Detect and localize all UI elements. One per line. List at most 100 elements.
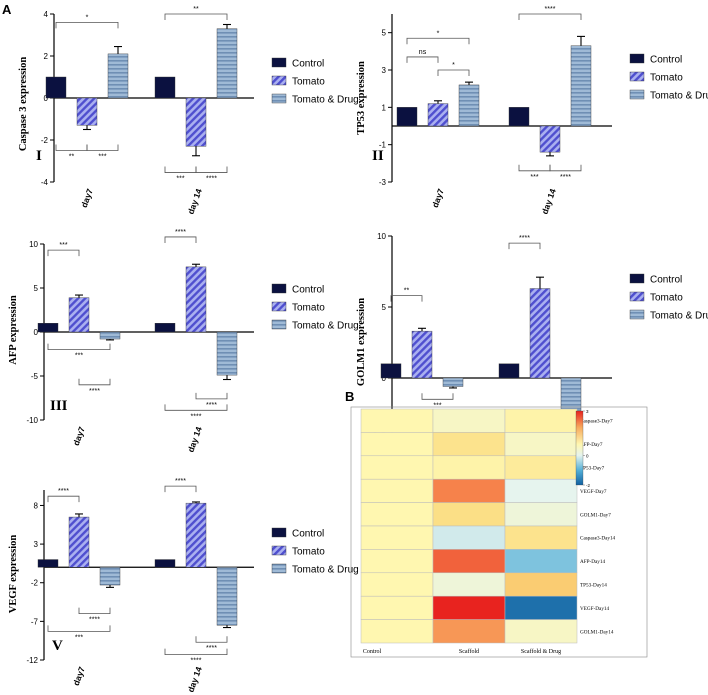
significance-label: *** [433,402,441,409]
significance-bracket [55,22,119,29]
heatmap-cell-GOLM1-Day7-0 [360,502,434,527]
category-label: day 14 [185,665,204,694]
y-axis-label: GOLM1 expression [356,298,367,386]
legend-label-control: Control [292,59,324,70]
significance-label: ** [69,154,75,161]
significance-bracket [406,56,439,63]
heatmap-cell-VEGF-Day7-1 [432,478,506,503]
y-tick-label: -3 [379,178,387,187]
legend-swatch-control [629,273,645,284]
bar-tomato-day14 [529,288,551,379]
legend-swatch-control [271,283,287,294]
y-tick-label: 5 [382,303,387,312]
bar-tomato-day7 [427,103,449,127]
significance-label: **** [545,6,556,13]
significance-label: *** [75,634,83,641]
bar-tomato-drug-day7 [99,567,121,586]
bar-tomato-drug-day7 [458,84,480,127]
heatmap-row-label: AFP-Day14 [580,559,605,565]
heatmap-row-label: AFP-Day7 [580,442,603,448]
significance-label: *** [59,242,67,249]
heatmap-column-label: Scaffold & Drug [521,648,561,655]
legend: Control Tomato Tomato & Drug [629,53,708,102]
y-tick-label: 2 [44,52,49,61]
y-tick-label: -1 [379,141,387,150]
heatmap-row-label: GOLM1-Day7 [580,512,611,518]
legend-swatch-tomato [271,545,287,556]
bar-control-day7 [37,559,59,568]
heatmap-cell-AFP-Day7-2 [504,432,578,457]
significance-bracket [47,343,111,350]
heatmap-cell-GOLM1-Day14-2 [504,619,578,644]
panel-numeral: II [372,148,384,164]
significance-label: ** [193,6,199,13]
significance-bracket [55,144,88,151]
heatmap-cell-GOLM1-Day7-2 [504,502,578,527]
legend-swatch-tomato [629,291,645,302]
y-tick-label: 0 [382,374,387,383]
significance-label: *** [98,154,106,161]
heatmap-cell-TP53-Day7-1 [432,455,506,480]
legend-swatch-tomato [629,71,645,82]
significance-bracket [164,166,197,173]
significance-label: **** [89,388,100,395]
legend-label-tomato-drug: Tomato & Drug [650,311,708,322]
significance-label: ** [404,288,410,295]
heatmap-cell-AFP-Day14-2 [504,549,578,574]
legend-label-tomato-drug: Tomato & Drug [650,91,708,102]
heatmap-cell-VEGF-Day14-1 [432,595,506,620]
heatmap-cell-VEGF-Day7-2 [504,478,578,503]
significance-bracket [508,242,541,250]
legend-swatch-control [271,57,287,68]
significance-label: **** [58,488,69,495]
heatmap-row-label: TP53-Day7 [580,466,605,472]
y-axis-label: TP53 expression [356,61,367,135]
y-tick-label: 5 [382,29,387,38]
heatmap-cell-VEGF-Day14-0 [360,595,434,620]
bar-tomato-drug-day14 [216,28,238,99]
heatmap-cell-TP53-Day7-0 [360,455,434,480]
bar-tomato-day14 [539,125,561,153]
legend-label-tomato-drug: Tomato & Drug [292,95,359,106]
y-tick-label: 4 [44,10,49,19]
colorbar-tick-label: 0 [586,453,589,458]
bar-control-day14 [154,559,176,568]
significance-bracket [86,144,119,151]
heatmap-row-label: Caspase3-Day14 [580,536,616,542]
heatmap-cell-VEGF-Day7-0 [360,478,434,503]
bar-tomato-drug-day14 [570,45,592,127]
significance-bracket [406,37,470,45]
legend-label-tomato: Tomato [650,73,683,84]
bar-tomato-day14 [185,266,207,333]
significance-label: **** [175,478,186,485]
heatmap-row-label: VEGF-Day7 [580,489,607,495]
y-tick-label: -7 [31,617,39,626]
significance-label: * [86,14,89,21]
y-axis-label: VEGF expression [8,535,19,614]
bar-tomato-day14 [185,502,207,568]
legend: Control Tomato Tomato & Drug [629,273,708,322]
heatmap-frame [350,406,648,658]
significance-label: **** [206,176,217,183]
bar-control-day7 [380,363,402,379]
significance-bracket [195,166,228,173]
category-label: day7 [71,665,87,687]
legend-label-tomato-drug: Tomato & Drug [292,321,359,332]
y-tick-label: -12 [26,656,38,665]
heatmap-cell-Caspase3-Day7-2 [504,408,578,433]
significance-bracket [47,495,80,503]
significance-bracket [421,393,454,400]
bar-tomato-drug-day14 [560,377,582,411]
panel-b-label: B [345,389,354,404]
y-tick-label: 10 [29,240,38,249]
y-tick-label: 3 [34,540,39,549]
heatmap-cell-VEGF-Day14-2 [504,595,578,620]
significance-label: * [437,30,440,37]
y-tick-label: -10 [26,416,38,425]
